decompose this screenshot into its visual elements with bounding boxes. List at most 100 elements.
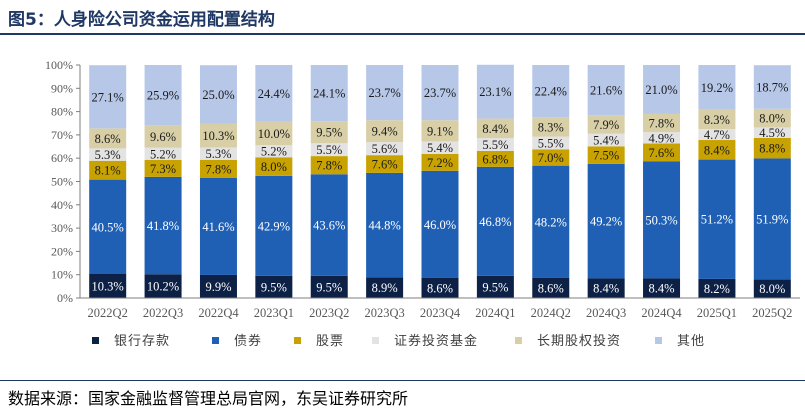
- data-label: 7.9%: [593, 118, 619, 132]
- bar-segment: [199, 123, 237, 148]
- legend-swatch: [92, 337, 99, 344]
- x-tick-label: 2024Q4: [641, 306, 682, 320]
- data-label: 25.0%: [202, 88, 234, 102]
- legend-label: 其他: [677, 334, 705, 349]
- data-label: 40.5%: [92, 220, 124, 234]
- data-label: 5.5%: [482, 138, 508, 152]
- data-label: 5.5%: [316, 143, 342, 157]
- data-label: 48.2%: [535, 215, 567, 229]
- y-tick-label: 100%: [45, 58, 73, 72]
- data-label: 18.7%: [756, 81, 788, 95]
- figure-title: 图5：人身险公司资金运用配置结构: [8, 10, 275, 30]
- data-label: 9.5%: [482, 280, 508, 294]
- y-tick-label: 50%: [51, 175, 73, 189]
- data-label: 7.8%: [316, 159, 342, 173]
- bar-segment: [421, 120, 459, 142]
- data-label: 7.5%: [593, 149, 619, 163]
- bar-segment: [199, 159, 237, 179]
- data-label: 4.7%: [704, 128, 730, 142]
- data-label: 21.0%: [645, 83, 677, 97]
- bar-segment: [89, 128, 127, 149]
- bar-segment: [89, 148, 127, 161]
- y-tick-label: 70%: [51, 128, 73, 142]
- bar-segment: [476, 166, 514, 276]
- data-label: 8.8%: [759, 142, 785, 156]
- bar-segment: [421, 65, 459, 121]
- x-tick-label: 2022Q3: [143, 306, 183, 320]
- bar-segment: [753, 127, 791, 138]
- bar-segment: [587, 163, 625, 279]
- bar-segment: [476, 64, 514, 119]
- x-tick-label: 2024Q2: [531, 306, 571, 320]
- bar-segment: [144, 159, 182, 177]
- bar-segment: [144, 65, 182, 126]
- bar-segment: [476, 150, 514, 167]
- data-label: 8.0%: [759, 282, 785, 296]
- data-label: 7.0%: [538, 151, 564, 165]
- bar-segment: [753, 65, 791, 109]
- x-tick-label: 2022Q2: [88, 306, 128, 320]
- data-label: 7.2%: [427, 156, 453, 170]
- bar-segment: [532, 117, 570, 137]
- data-label: 9.5%: [316, 280, 342, 294]
- data-label: 24.1%: [313, 87, 345, 101]
- y-tick-label: 10%: [51, 268, 73, 282]
- data-label: 9.6%: [150, 130, 176, 144]
- data-label: 5.6%: [372, 142, 398, 156]
- data-source-note: 数据来源：国家金融监督管理总局官网，东吴证券研究所: [8, 389, 409, 408]
- data-label: 8.3%: [704, 113, 730, 127]
- bar-segment: [532, 65, 570, 118]
- bar-segment: [753, 137, 791, 159]
- data-label: 4.5%: [759, 126, 785, 140]
- bar-segment: [366, 155, 404, 173]
- data-label: 24.4%: [258, 87, 290, 101]
- data-label: 9.1%: [427, 124, 453, 138]
- bar-segment: [255, 157, 293, 176]
- data-label: 5.2%: [150, 147, 176, 161]
- bar-segment: [643, 65, 681, 114]
- data-label: 9.5%: [316, 126, 342, 140]
- legend: 银行存款 债券 股票 证券投资基金 长期股权投资 其他: [92, 333, 705, 349]
- bar-segment: [144, 274, 182, 298]
- data-label: 46.8%: [479, 215, 511, 229]
- data-label: 8.4%: [482, 122, 508, 136]
- bar-segment: [144, 125, 182, 148]
- data-label: 7.8%: [205, 162, 231, 176]
- bar-segment: [643, 113, 681, 133]
- data-label: 7.6%: [372, 158, 398, 172]
- bar-segment: [421, 277, 459, 298]
- bar-segment: [255, 65, 293, 122]
- y-tick-label: 80%: [51, 105, 73, 119]
- bar-segment: [310, 174, 348, 276]
- bar-segment: [587, 115, 625, 134]
- bar-segment: [698, 278, 736, 298]
- bar-segment: [643, 132, 681, 144]
- data-label: 21.6%: [590, 84, 622, 98]
- stacked-bar-chart: 0% 10% 20% 30% 40% 50% 60% 70% 80% 90% 100% 10.3% 4…: [45, 58, 800, 349]
- data-label: 8.3%: [538, 120, 564, 134]
- bar-segment: [476, 118, 514, 139]
- x-tick-label: 2025Q2: [752, 306, 792, 320]
- x-tick-label: 2023Q4: [420, 306, 461, 320]
- legend-swatch: [294, 337, 301, 344]
- bar-segment: [366, 65, 404, 121]
- bar-segment: [532, 149, 570, 166]
- data-label: 25.9%: [147, 89, 179, 103]
- bar-segment: [532, 136, 570, 150]
- bar-segment: [255, 145, 293, 158]
- bar-segment: [144, 147, 182, 160]
- legend-label: 股票: [316, 334, 344, 349]
- data-label: 8.2%: [704, 282, 730, 296]
- bar-segment: [587, 278, 625, 298]
- data-label: 19.2%: [701, 81, 733, 95]
- legend-label: 证券投资基金: [394, 333, 478, 349]
- y-tick-label: 40%: [51, 198, 73, 212]
- bar-segment: [199, 65, 237, 124]
- data-label: 5.5%: [538, 136, 564, 150]
- y-tick-label: 20%: [51, 244, 73, 258]
- data-label: 44.8%: [368, 219, 400, 233]
- data-label: 42.9%: [258, 219, 290, 233]
- data-label: 8.6%: [427, 281, 453, 295]
- data-label: 8.0%: [759, 112, 785, 126]
- legend-swatch: [655, 337, 662, 344]
